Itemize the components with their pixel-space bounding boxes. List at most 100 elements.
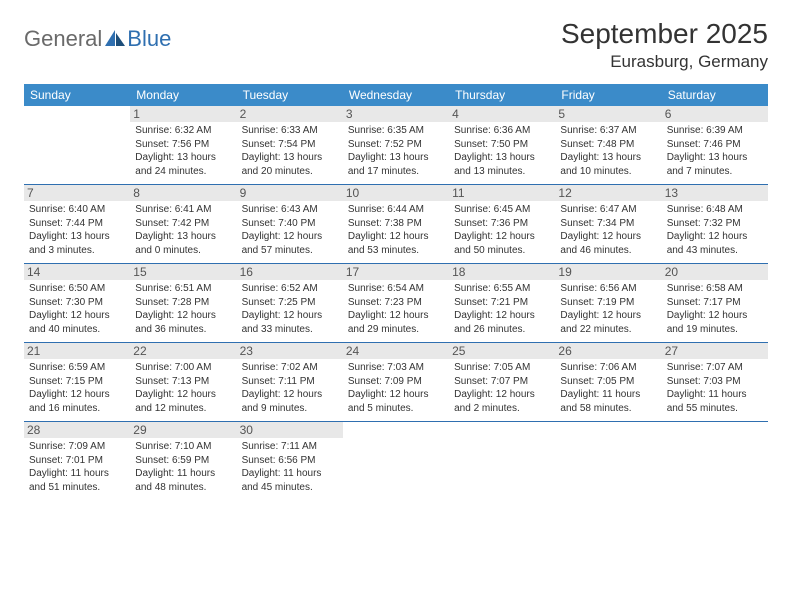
- calendar-day-cell: 5Sunrise: 6:37 AMSunset: 7:48 PMDaylight…: [555, 106, 661, 185]
- daylight-text: Daylight: 12 hours and 12 minutes.: [135, 388, 231, 415]
- calendar-day-cell: 21Sunrise: 6:59 AMSunset: 7:15 PMDayligh…: [24, 343, 130, 422]
- day-info: Sunrise: 6:58 AMSunset: 7:17 PMDaylight:…: [667, 282, 763, 336]
- sunset-text: Sunset: 6:56 PM: [242, 454, 338, 468]
- day-info: Sunrise: 6:47 AMSunset: 7:34 PMDaylight:…: [560, 203, 656, 257]
- month-title: September 2025: [561, 18, 768, 50]
- day-number: 11: [449, 185, 555, 201]
- calendar-day-cell: 14Sunrise: 6:50 AMSunset: 7:30 PMDayligh…: [24, 264, 130, 343]
- sunrise-text: Sunrise: 6:59 AM: [29, 361, 125, 375]
- calendar-day-cell: [555, 422, 661, 501]
- calendar-day-cell: 10Sunrise: 6:44 AMSunset: 7:38 PMDayligh…: [343, 185, 449, 264]
- calendar-day-cell: 6 Sunrise: 6:39 AMSunset: 7:46 PMDaylight…: [662, 106, 768, 185]
- calendar-day-cell: 12Sunrise: 6:47 AMSunset: 7:34 PMDayligh…: [555, 185, 661, 264]
- sunrise-text: Sunrise: 6:33 AM: [242, 124, 338, 138]
- sunrise-text: Sunrise: 7:00 AM: [135, 361, 231, 375]
- day-number: 30: [237, 422, 343, 438]
- calendar-day-cell: 29Sunrise: 7:10 AMSunset: 6:59 PMDayligh…: [130, 422, 236, 501]
- day-info: Sunrise: 6:54 AMSunset: 7:23 PMDaylight:…: [348, 282, 444, 336]
- header: General Blue September 2025 Eurasburg, G…: [24, 18, 768, 72]
- daylight-text: Daylight: 12 hours and 40 minutes.: [29, 309, 125, 336]
- calendar-week-row: 21 Sunrise: 6:59 AMSunset: 7:15 PM Dayligh…: [24, 343, 768, 422]
- sunset-text: Sunset: 7:17 PM: [667, 296, 763, 310]
- sunrise-text: Sunrise: 6:35 AM: [348, 124, 444, 138]
- day-number: 3: [343, 106, 449, 122]
- sunset-text: Sunset: 7:46 PM: [667, 138, 763, 152]
- calendar-day-cell: 26 Sunrise: 7:06 AMSunset: 7:05 PMDayligh…: [555, 343, 661, 422]
- calendar-day-cell: 25 Sunrise: 7:05 AMSunset: 7:07 PMDayligh…: [449, 343, 555, 422]
- calendar-day-cell: 20 Sunrise: 6:58 AMSunset: 7:17 PMDayligh…: [662, 264, 768, 343]
- calendar-day-cell: [449, 422, 555, 501]
- daylight-text: Daylight: 12 hours and 9 minutes.: [242, 388, 338, 415]
- daylight-text: Daylight: 11 hours and 51 minutes.: [29, 467, 125, 494]
- sunrise-text: Sunrise: 7:06 AM: [560, 361, 656, 375]
- sunset-text: Sunset: 7:40 PM: [242, 217, 338, 231]
- sunset-text: Sunset: 7:07 PM: [454, 375, 550, 389]
- day-number: 27: [662, 343, 768, 359]
- day-info: Sunrise: 7:06 AMSunset: 7:05 PMDaylight:…: [560, 361, 656, 415]
- day-number: 25: [449, 343, 555, 359]
- day-number: 17: [343, 264, 449, 280]
- day-header: Friday: [555, 84, 661, 106]
- day-number: 4: [449, 106, 555, 122]
- daylight-text: Daylight: 11 hours and 45 minutes.: [242, 467, 338, 494]
- day-info: Sunrise: 6:32 AMSunset: 7:56 PMDaylight:…: [135, 124, 231, 178]
- calendar-day-cell: 9Sunrise: 6:43 AMSunset: 7:40 PMDaylight…: [237, 185, 343, 264]
- calendar-day-cell: 28Sunrise: 7:09 AMSunset: 7:01 PMDayligh…: [24, 422, 130, 501]
- calendar-day-cell: 18Sunrise: 6:55 AMSunset: 7:21 PMDayligh…: [449, 264, 555, 343]
- day-info: Sunrise: 7:00 AMSunset: 7:13 PMDaylight:…: [135, 361, 231, 415]
- day-number: [662, 422, 768, 424]
- day-number: 7: [24, 185, 130, 201]
- day-info: Sunrise: 7:05 AMSunset: 7:07 PMDaylight:…: [454, 361, 550, 415]
- daylight-text: Daylight: 12 hours and 22 minutes.: [560, 309, 656, 336]
- daylight-text: Daylight: 12 hours and 50 minutes.: [454, 230, 550, 257]
- calendar-day-cell: 4Sunrise: 6:36 AMSunset: 7:50 PMDaylight…: [449, 106, 555, 185]
- day-info: Sunrise: 6:39 AMSunset: 7:46 PMDaylight:…: [667, 124, 763, 178]
- day-info: Sunrise: 6:56 AMSunset: 7:19 PMDaylight:…: [560, 282, 656, 336]
- day-number: 6: [662, 106, 768, 122]
- sunset-text: Sunset: 7:21 PM: [454, 296, 550, 310]
- calendar-week-row: 28Sunrise: 7:09 AMSunset: 7:01 PMDayligh…: [24, 422, 768, 501]
- sunset-text: Sunset: 7:19 PM: [560, 296, 656, 310]
- daylight-text: Daylight: 11 hours and 58 minutes.: [560, 388, 656, 415]
- day-info: Sunrise: 6:44 AMSunset: 7:38 PMDaylight:…: [348, 203, 444, 257]
- day-header: Wednesday: [343, 84, 449, 106]
- sunset-text: Sunset: 7:15 PM: [29, 375, 125, 389]
- day-info: Sunrise: 7:09 AMSunset: 7:01 PMDaylight:…: [29, 440, 125, 494]
- day-info: Sunrise: 6:48 AMSunset: 7:32 PMDaylight:…: [667, 203, 763, 257]
- day-number: 26: [555, 343, 661, 359]
- title-block: September 2025 Eurasburg, Germany: [561, 18, 768, 72]
- sunrise-text: Sunrise: 6:52 AM: [242, 282, 338, 296]
- day-number: 18: [449, 264, 555, 280]
- sunrise-text: Sunrise: 6:44 AM: [348, 203, 444, 217]
- sunrise-text: Sunrise: 6:50 AM: [29, 282, 125, 296]
- day-info: Sunrise: 7:10 AMSunset: 6:59 PMDaylight:…: [135, 440, 231, 494]
- day-info: Sunrise: 6:52 AMSunset: 7:25 PMDaylight:…: [242, 282, 338, 336]
- sunset-text: Sunset: 7:48 PM: [560, 138, 656, 152]
- sunrise-text: Sunrise: 6:56 AM: [560, 282, 656, 296]
- day-info: Sunrise: 6:45 AMSunset: 7:36 PMDaylight:…: [454, 203, 550, 257]
- sunrise-text: Sunrise: 6:58 AM: [667, 282, 763, 296]
- sunset-text: Sunset: 7:32 PM: [667, 217, 763, 231]
- sunrise-text: Sunrise: 6:45 AM: [454, 203, 550, 217]
- day-number: 21: [24, 343, 130, 359]
- day-number: 20: [662, 264, 768, 280]
- sunrise-text: Sunrise: 6:55 AM: [454, 282, 550, 296]
- daylight-text: Daylight: 12 hours and 43 minutes.: [667, 230, 763, 257]
- calendar-day-cell: [24, 106, 130, 185]
- calendar-day-cell: 16 Sunrise: 6:52 AMSunset: 7:25 PMDayligh…: [237, 264, 343, 343]
- daylight-text: Daylight: 12 hours and 46 minutes.: [560, 230, 656, 257]
- sunset-text: Sunset: 7:28 PM: [135, 296, 231, 310]
- sunset-text: Sunset: 7:11 PM: [242, 375, 338, 389]
- day-info: Sunrise: 7:02 AMSunset: 7:11 PMDaylight:…: [242, 361, 338, 415]
- day-number: 16: [237, 264, 343, 280]
- day-info: Sunrise: 6:35 AMSunset: 7:52 PMDaylight:…: [348, 124, 444, 178]
- sunrise-text: Sunrise: 6:47 AM: [560, 203, 656, 217]
- day-header: Thursday: [449, 84, 555, 106]
- sunrise-text: Sunrise: 6:43 AM: [242, 203, 338, 217]
- calendar-day-cell: 1Sunrise: 6:32 AMSunset: 7:56 PMDaylight…: [130, 106, 236, 185]
- daylight-text: Daylight: 13 hours and 0 minutes.: [135, 230, 231, 257]
- day-number: 19: [555, 264, 661, 280]
- sunrise-text: Sunrise: 7:09 AM: [29, 440, 125, 454]
- day-header-row: Sunday Monday Tuesday Wednesday Thursday…: [24, 84, 768, 106]
- daylight-text: Daylight: 13 hours and 17 minutes.: [348, 151, 444, 178]
